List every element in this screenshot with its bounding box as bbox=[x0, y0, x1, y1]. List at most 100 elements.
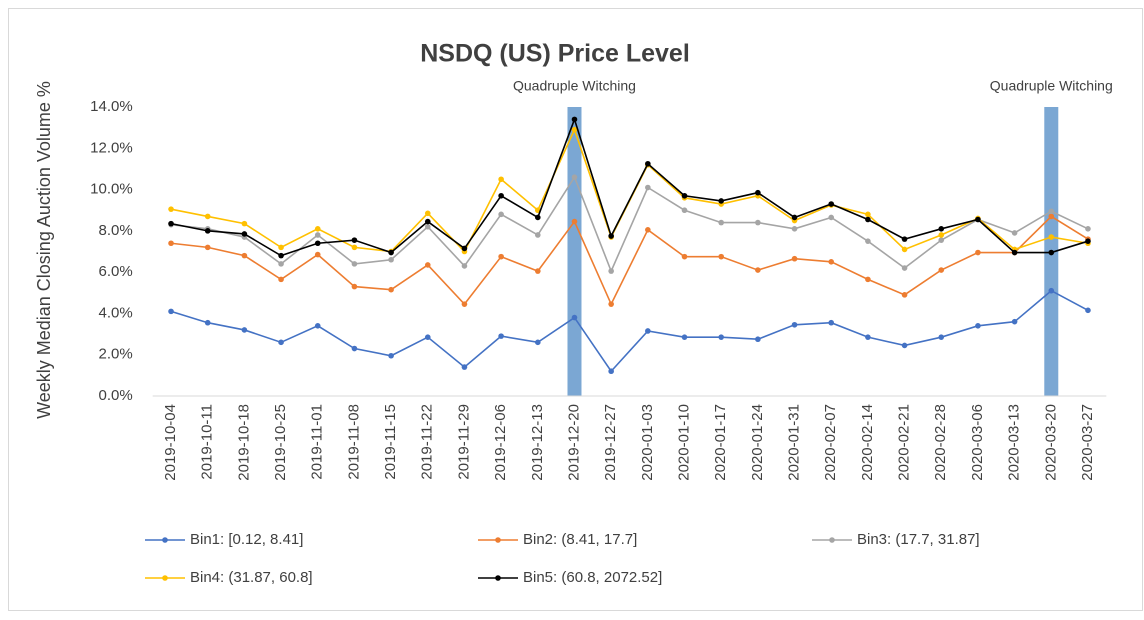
data-point bbox=[535, 268, 541, 274]
y-tick-label: 14.0% bbox=[90, 98, 133, 115]
legend-marker bbox=[162, 575, 168, 581]
data-point bbox=[938, 267, 945, 273]
data-point bbox=[314, 225, 321, 232]
x-tick-label: 2020-01-10 bbox=[675, 404, 692, 481]
x-tick-label: 2020-01-03 bbox=[639, 404, 656, 481]
series-line bbox=[170, 116, 1089, 257]
x-tick-label: 2019-11-29 bbox=[455, 404, 472, 480]
data-point bbox=[975, 216, 981, 223]
data-point bbox=[351, 244, 358, 251]
chart-title: NSDQ (US) Price Level bbox=[420, 40, 690, 68]
data-point bbox=[351, 261, 358, 267]
x-tick-label: 2020-03-20 bbox=[1042, 404, 1059, 481]
data-point bbox=[828, 201, 835, 207]
data-point bbox=[865, 238, 871, 244]
data-point bbox=[718, 253, 724, 260]
data-point bbox=[791, 225, 798, 232]
legend-label: Bin3: (17.7, 31.87] bbox=[857, 531, 980, 548]
x-tick-label: 2019-11-08 bbox=[345, 404, 362, 480]
data-point bbox=[901, 236, 908, 242]
data-point bbox=[388, 286, 394, 293]
legend-label: Bin5: (60.8, 2072.52] bbox=[523, 569, 662, 586]
data-point bbox=[901, 265, 908, 271]
data-point bbox=[278, 339, 284, 346]
data-point bbox=[278, 244, 284, 251]
data-point bbox=[424, 262, 431, 268]
x-tick-label: 2020-03-06 bbox=[969, 404, 986, 481]
data-point bbox=[241, 220, 248, 227]
data-point bbox=[498, 176, 504, 183]
data-point bbox=[1011, 318, 1018, 325]
data-point bbox=[571, 314, 578, 321]
data-point bbox=[351, 283, 358, 290]
annotation: Quadruple Witching bbox=[990, 78, 1113, 94]
data-point bbox=[168, 240, 174, 247]
data-point bbox=[535, 232, 541, 238]
data-point bbox=[498, 253, 504, 260]
data-point bbox=[865, 211, 871, 218]
data-point bbox=[1048, 249, 1055, 256]
data-point bbox=[535, 214, 541, 221]
data-point bbox=[901, 246, 908, 253]
data-point bbox=[388, 256, 394, 263]
data-point bbox=[865, 276, 871, 283]
data-point bbox=[424, 334, 431, 340]
data-point bbox=[204, 228, 211, 234]
data-point bbox=[314, 251, 321, 258]
legend-marker bbox=[829, 537, 835, 543]
data-point bbox=[718, 219, 724, 226]
x-tick-label: 2019-11-15 bbox=[382, 404, 399, 480]
x-tick-label: 2019-10-04 bbox=[162, 404, 179, 481]
data-point bbox=[901, 342, 908, 349]
x-tick-label: 2019-10-25 bbox=[272, 404, 289, 481]
data-point bbox=[168, 206, 174, 212]
data-point bbox=[645, 184, 651, 191]
data-point bbox=[755, 189, 761, 196]
x-tick-label: 2020-03-13 bbox=[1006, 404, 1023, 481]
x-tick-label: 2020-02-28 bbox=[932, 404, 949, 481]
y-tick-label: 10.0% bbox=[90, 181, 133, 198]
data-point bbox=[278, 276, 284, 283]
data-point bbox=[1085, 225, 1091, 232]
data-point bbox=[314, 232, 321, 238]
data-point bbox=[241, 327, 248, 333]
x-tick-label: 2020-03-27 bbox=[1079, 404, 1096, 481]
x-tick-label: 2020-02-14 bbox=[859, 404, 876, 481]
data-point bbox=[461, 245, 468, 252]
data-point bbox=[828, 319, 835, 326]
legend-marker bbox=[495, 575, 501, 581]
data-point bbox=[755, 336, 761, 343]
x-tick-label: 2019-10-11 bbox=[199, 404, 216, 480]
data-point bbox=[975, 323, 981, 329]
legend-label: Bin2: (8.41, 17.7] bbox=[523, 531, 637, 548]
data-point bbox=[535, 339, 541, 346]
data-point bbox=[1048, 213, 1055, 220]
data-point bbox=[828, 214, 835, 221]
data-point bbox=[1048, 287, 1055, 294]
data-point bbox=[645, 227, 651, 233]
x-tick-label: 2019-11-22 bbox=[419, 404, 436, 480]
x-tick-label: 2020-01-31 bbox=[786, 404, 803, 481]
data-point bbox=[1048, 208, 1055, 215]
data-point bbox=[314, 323, 321, 329]
legend-label: Bin1: [0.12, 8.41] bbox=[190, 531, 303, 548]
data-point bbox=[168, 308, 174, 315]
series-line bbox=[170, 175, 1089, 274]
x-tick-label: 2019-12-20 bbox=[565, 404, 582, 481]
series-line bbox=[170, 289, 1089, 373]
data-point bbox=[681, 207, 688, 214]
data-point bbox=[241, 231, 248, 237]
data-point bbox=[424, 210, 431, 217]
data-point bbox=[755, 267, 761, 273]
data-point bbox=[865, 334, 871, 340]
y-tick-label: 2.0% bbox=[98, 346, 132, 363]
data-point bbox=[608, 233, 614, 239]
series-line bbox=[170, 215, 1089, 307]
data-point bbox=[791, 255, 798, 262]
x-tick-label: 2020-02-07 bbox=[822, 404, 839, 481]
data-point bbox=[938, 232, 945, 238]
y-tick-label: 12.0% bbox=[90, 139, 133, 156]
data-point bbox=[204, 244, 211, 251]
data-point bbox=[645, 160, 651, 167]
y-tick-label: 6.0% bbox=[98, 263, 132, 280]
